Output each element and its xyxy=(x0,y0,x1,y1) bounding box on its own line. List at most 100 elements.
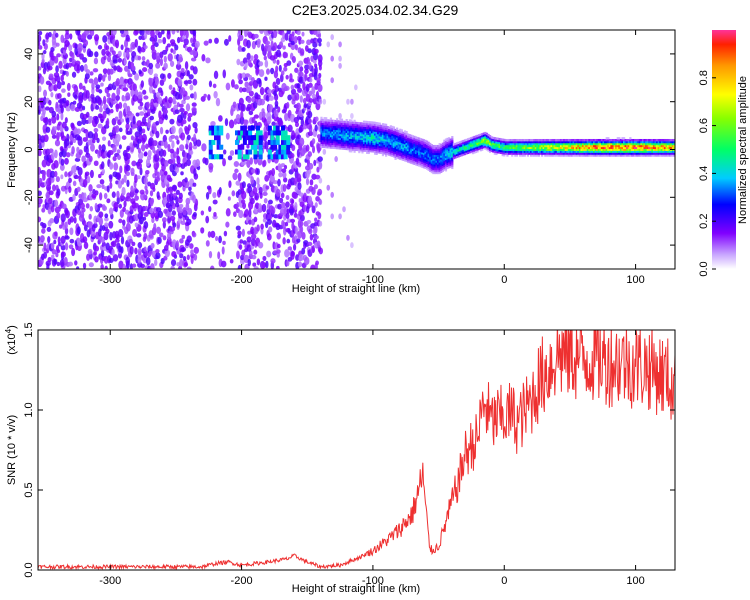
spectrogram-cell xyxy=(514,140,517,144)
spectrogram-cell xyxy=(460,142,463,145)
spectrogram-cell xyxy=(93,251,97,256)
spectrogram-cell xyxy=(430,163,433,166)
spectrogram-cell xyxy=(364,145,367,149)
spectrogram-cell xyxy=(258,69,265,77)
spectrogram-cell xyxy=(424,166,427,169)
spectrogram-cell xyxy=(48,190,54,196)
spectrogram-cell xyxy=(471,138,474,141)
spectrogram-cell xyxy=(117,66,123,73)
spectrogram-cell xyxy=(102,110,107,119)
spectrogram-cell xyxy=(403,141,407,145)
spectrogram-cell xyxy=(437,165,440,169)
spectrogram-cell xyxy=(660,154,664,157)
spectrogram-cell xyxy=(396,127,399,130)
spectrogram-cell xyxy=(321,132,325,135)
spectrogram-cell xyxy=(370,127,374,130)
spectrogram-cell xyxy=(495,141,498,144)
spectrogram-cell xyxy=(476,136,479,140)
spectrogram-cell xyxy=(542,150,545,153)
spectrogram-cell xyxy=(147,149,152,158)
spectrogram-cell xyxy=(654,142,657,146)
spectrogram-cell xyxy=(545,142,548,146)
spectrogram-cell xyxy=(567,138,571,142)
spectrogram-cell xyxy=(634,150,637,153)
spectrogram-cell xyxy=(470,138,473,142)
spectrogram-cell xyxy=(667,154,670,157)
spectrogram-cell xyxy=(284,85,290,91)
spectrogram-cell xyxy=(320,118,323,122)
spectrogram-cell xyxy=(246,52,251,61)
spectrogram-cell xyxy=(380,130,383,133)
spectrogram-cell xyxy=(82,262,87,269)
spectrogram-cell xyxy=(186,266,192,269)
spectrogram-cell xyxy=(503,150,506,153)
spectrogram-cell xyxy=(386,150,389,154)
spectrogram-cell xyxy=(427,158,430,162)
spectrogram-cell xyxy=(593,146,596,150)
spectrogram-cell xyxy=(460,153,463,157)
spectrogram-cell xyxy=(451,166,454,170)
spectrogram-cell xyxy=(449,161,452,164)
spectrogram-cell xyxy=(507,138,511,142)
spectrogram-cell xyxy=(339,122,342,125)
spectrogram-cell xyxy=(299,95,303,103)
spectrogram-cell xyxy=(396,152,399,155)
spectrogram-cell xyxy=(328,119,331,122)
spectrogram-cell xyxy=(326,128,329,132)
spectrogram-cell xyxy=(246,159,251,169)
spectrogram-cell xyxy=(659,152,662,155)
spectrogram-cell xyxy=(485,146,489,149)
spectrogram-cell xyxy=(94,256,99,263)
spectrogram-cell xyxy=(338,62,342,69)
spectrogram-cell xyxy=(366,145,369,149)
spectrogram-cell xyxy=(242,130,247,136)
spectrogram-cell xyxy=(463,141,467,144)
spectrogram-cell xyxy=(451,147,454,150)
spectrogram-cell xyxy=(545,152,548,155)
spectrogram-cell xyxy=(311,187,316,196)
spectrogram-cell xyxy=(107,74,112,82)
spectrogram-cell xyxy=(575,148,578,151)
spectrogram-cell xyxy=(455,146,459,149)
spectrogram-cell xyxy=(350,134,353,138)
spectrogram-cell xyxy=(492,146,495,149)
spectrogram-cell xyxy=(588,144,591,148)
spectrogram-cell xyxy=(637,152,640,155)
spectrogram-cell xyxy=(194,40,200,48)
spectrogram-cell xyxy=(326,138,329,141)
spectrogram-cell xyxy=(424,158,427,162)
spectrogram-cell xyxy=(622,150,626,153)
spectrogram-cell xyxy=(340,139,344,143)
spectrogram-cell xyxy=(429,152,432,155)
spectrogram-cell xyxy=(340,124,344,127)
spectrogram-cell xyxy=(189,243,194,249)
spectrogram-cell xyxy=(345,126,348,130)
spectrogram-cell xyxy=(190,57,197,62)
spectrogram-cell xyxy=(667,138,670,142)
spectrogram-cell xyxy=(145,256,151,266)
spectrogram-cell xyxy=(120,118,125,123)
spectrogram-cell xyxy=(297,162,302,168)
spectrogram-cell xyxy=(421,163,424,166)
spectrogram-cell xyxy=(76,266,80,269)
spectrogram-cell xyxy=(62,48,67,56)
spectrogram-cell xyxy=(380,140,383,143)
spectrogram-cell xyxy=(586,152,589,155)
spectrogram-cell xyxy=(344,141,347,145)
spectrogram-cell xyxy=(466,149,470,153)
spectrogram-cell xyxy=(247,258,251,267)
spectrogram-cell xyxy=(92,222,98,229)
spectrogram-cell xyxy=(331,121,334,124)
spectrogram-cell xyxy=(122,87,129,92)
spectrogram-cell xyxy=(270,154,275,160)
spectrogram-cell xyxy=(152,89,156,95)
spectrogram-cell xyxy=(71,123,75,131)
spectrogram-cell xyxy=(240,110,244,120)
spectrogram-cell xyxy=(286,135,291,141)
spectrogram-cell xyxy=(429,165,432,169)
spectrogram-cell xyxy=(331,119,334,123)
spectrogram-cell xyxy=(377,124,380,127)
spectrogram-cell xyxy=(320,135,323,139)
spectrogram-cell xyxy=(432,158,435,161)
spectrogram-cell xyxy=(389,144,392,147)
